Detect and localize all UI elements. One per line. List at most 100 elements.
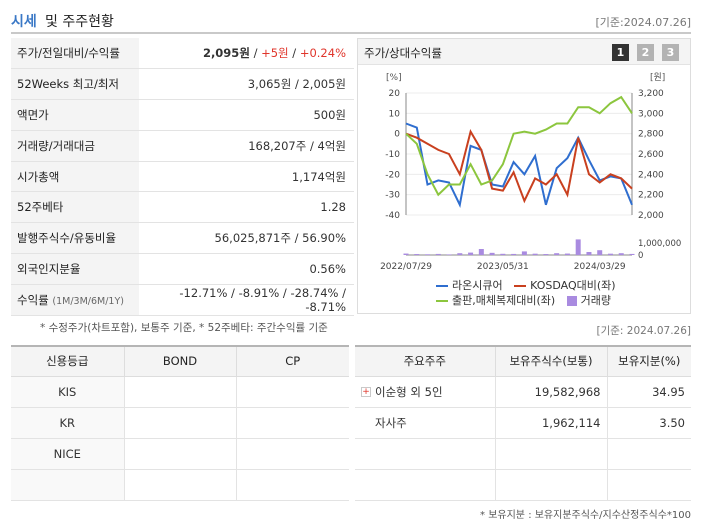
- reference-date-2: [기준: 2024.07.26]: [596, 325, 691, 337]
- x-axis-tick-label: 2023/05/31: [477, 262, 529, 272]
- foreign-value: 0.56%: [139, 253, 354, 285]
- shares-label: 발행주식수/유동비율: [11, 222, 139, 255]
- beta-value: 1.28: [139, 191, 354, 224]
- chart-series-lines: [405, 95, 633, 208]
- holders-footnote: * 보유지분 : 보유지분주식수/지수산정주식수*100: [480, 510, 691, 521]
- chart-header: 주가/상대수익률 1 2 3: [358, 39, 690, 65]
- volume-bar: [468, 252, 474, 255]
- return-period: (1M/3M/6M/1Y): [52, 295, 124, 307]
- right-axis-tick-label: 2,600: [638, 150, 664, 160]
- holder-shares: 1,962,114: [494, 407, 607, 439]
- quote-row-par: 액면가 500원: [11, 99, 354, 131]
- holder-shares: [494, 438, 607, 470]
- major-shareholders-table: 주요주주 보유주식수(보통) 보유지분(%) + 이순형 외 5인 19,582,…: [355, 345, 691, 501]
- table-row: [11, 469, 349, 501]
- holder-pct: 3.50: [606, 407, 691, 439]
- left-axis-tick-label: 0: [394, 130, 400, 140]
- volume-bar: [586, 252, 592, 255]
- volume-bar: [629, 253, 635, 255]
- x-axis-ticks: 2022/07/29 2023/05/31 2024/03/29: [380, 262, 626, 272]
- holder-pct: [606, 469, 691, 501]
- table-row: 자사주 1,962,114 3.50: [355, 407, 691, 439]
- quote-row-foreign: 외국인지분율 0.56%: [11, 253, 354, 285]
- holder-name[interactable]: 이순형 외 5인: [375, 384, 443, 399]
- x-axis-tick-label: 2022/07/29: [380, 262, 432, 272]
- holders-col-name: 주요주주: [355, 346, 495, 377]
- volume-bar: [554, 253, 560, 255]
- volume-bar: [489, 252, 495, 255]
- holder-shares: [494, 469, 607, 501]
- table-row: NICE: [11, 438, 349, 470]
- left-axis-tick-label: -30: [385, 191, 400, 201]
- volume-bar: [457, 253, 463, 255]
- right-axis-tick-label: 3,000: [638, 109, 664, 119]
- credit-cp: [235, 438, 349, 470]
- chart-page-3-button[interactable]: 3: [662, 44, 679, 61]
- legend-swatch-stock: [436, 285, 448, 287]
- credit-bond: [123, 438, 236, 470]
- legend-row-1: 라온시큐어 KOSDAQ대비(좌): [436, 277, 616, 293]
- expand-plus-icon[interactable]: +: [361, 387, 371, 397]
- chart-title: 주가/상대수익률: [364, 46, 442, 60]
- volume-bar: [607, 253, 613, 255]
- volume-tick-label: 0: [638, 251, 643, 261]
- right-axis-tick-label: 2,400: [638, 170, 664, 180]
- left-axis-ticks: 20 10 0 -10 -20 -30 -40: [385, 89, 400, 221]
- par-label: 액면가: [11, 99, 139, 131]
- table-row: + 이순형 외 5인 19,582,968 34.95: [355, 376, 691, 408]
- chart-page-2-button[interactable]: 2: [637, 44, 654, 61]
- volume-bar: [403, 253, 409, 255]
- volume-bar: [543, 254, 549, 255]
- volume-bar: [425, 254, 431, 255]
- credit-cp: [235, 376, 349, 408]
- credit-agency: [11, 469, 124, 501]
- table-row: KR: [11, 407, 349, 439]
- section-title-bar: 시세 및 주주현황 [기준:2024.07.26]: [11, 6, 691, 34]
- credit-header-row: 신용등급 BOND CP: [11, 346, 349, 377]
- legend-volume: 거래량: [580, 294, 612, 307]
- legend-kosdaq: KOSDAQ대비(좌): [530, 279, 616, 292]
- legend-swatch-kosdaq: [514, 285, 527, 287]
- credit-rating-table: 신용등급 BOND CP KIS KR NICE: [11, 345, 349, 501]
- volume-bar: [564, 253, 570, 255]
- volume-bar: [521, 251, 527, 255]
- legend-sector: 출판,매체복제대비(좌): [452, 294, 556, 307]
- left-unit-label: [%]: [386, 73, 402, 83]
- volume-bar: [511, 253, 517, 255]
- w52-label: 52Weeks 최고/최저: [11, 68, 139, 101]
- right-axis-tick-label: 3,200: [638, 89, 664, 99]
- credit-col-rating: 신용등급: [11, 346, 124, 377]
- return-values: -12.71% / -8.91% / -28.74% / -8.71%: [139, 284, 354, 316]
- right-axis-tick-label: 2,800: [638, 130, 664, 140]
- legend-stock: 라온시큐어: [452, 279, 503, 292]
- section-title-main: 시세: [11, 14, 37, 30]
- holder-name: [355, 438, 495, 470]
- quote-row-price: 주가/전일대비/수익률 2,095원 / +5원 / +0.24%: [11, 38, 354, 70]
- mktcap-value: 1,174억원: [139, 161, 354, 193]
- holder-name: [355, 469, 495, 501]
- volume-tick-label: 1,000,000: [638, 239, 681, 249]
- volume-bar: [597, 250, 603, 255]
- x-axis-tick-label: 2024/03/29: [574, 262, 626, 272]
- holders-col-shares: 보유주식수(보통): [494, 346, 607, 377]
- quote-row-return: 수익률 (1M/3M/6M/1Y) -12.71% / -8.91% / -28…: [11, 284, 354, 316]
- volume-bar: [446, 254, 452, 255]
- holder-pct: [606, 438, 691, 470]
- price-label: 주가/전일대비/수익률: [11, 38, 139, 70]
- credit-col-cp: CP: [235, 346, 349, 377]
- credit-bond: [123, 407, 236, 439]
- legend-swatch-volume: [566, 296, 577, 306]
- credit-agency: NICE: [11, 438, 124, 470]
- left-axis-tick-label: 20: [389, 89, 401, 99]
- volume-bar: [532, 253, 538, 255]
- holder-pct: 34.95: [606, 376, 691, 408]
- price-change: +5원: [261, 46, 289, 61]
- quote-row-volume: 거래량/거래대금 168,207주 / 4억원: [11, 130, 354, 162]
- right-axis-tick-label: 2,200: [638, 191, 664, 201]
- return-label: 수익률: [17, 292, 49, 307]
- reference-date: [기준:2024.07.26]: [595, 16, 691, 29]
- chart-page-1-button[interactable]: 1: [612, 44, 629, 61]
- series-line-2: [405, 95, 633, 197]
- credit-agency: KIS: [11, 376, 124, 408]
- beta-label: 52주베타: [11, 191, 139, 224]
